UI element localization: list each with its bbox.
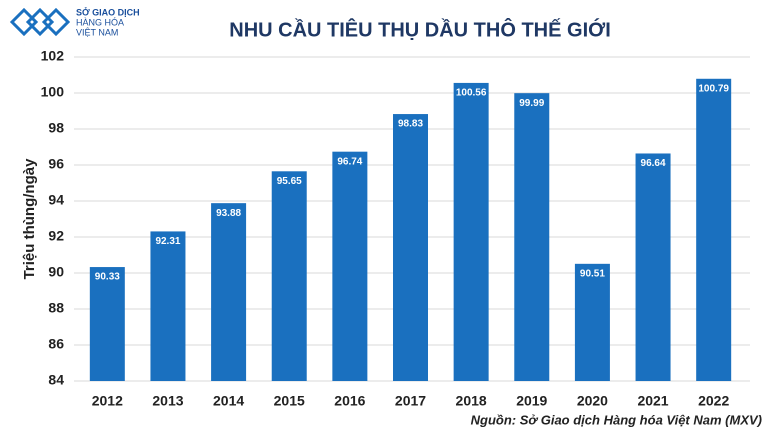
value-label: 92.31 bbox=[155, 236, 180, 247]
logo-icon bbox=[9, 7, 71, 37]
bar bbox=[332, 151, 368, 381]
x-tick-label: 2013 bbox=[152, 393, 183, 409]
y-axis-label: Triệu thùng/ngày bbox=[21, 158, 38, 279]
value-label: 100.56 bbox=[456, 88, 487, 99]
y-tick-label: 90 bbox=[48, 264, 64, 280]
y-tick-label: 98 bbox=[48, 120, 64, 136]
bar bbox=[150, 231, 186, 381]
x-tick-label: 2017 bbox=[395, 393, 426, 409]
x-tick-label: 2015 bbox=[274, 393, 305, 409]
x-tick-label: 2020 bbox=[577, 393, 608, 409]
value-label: 98.83 bbox=[398, 119, 423, 130]
bar bbox=[453, 82, 489, 382]
y-tick-label: 92 bbox=[48, 228, 64, 244]
bar bbox=[514, 93, 550, 382]
value-label: 93.88 bbox=[216, 208, 241, 219]
value-label: 90.33 bbox=[95, 272, 120, 283]
y-tick-label: 86 bbox=[48, 336, 64, 352]
logo-text: VIỆT NAM bbox=[76, 27, 118, 37]
bar bbox=[696, 78, 732, 381]
bar bbox=[89, 267, 125, 381]
x-tick-label: 2021 bbox=[637, 393, 668, 409]
y-tick-label: 96 bbox=[48, 156, 64, 172]
x-tick-label: 2019 bbox=[516, 393, 547, 409]
logo-text: HÀNG HÓA bbox=[76, 17, 124, 27]
chart-title: NHU CẦU TIÊU THỤ DẦU THÔ THẾ GIỚI bbox=[229, 17, 611, 41]
value-label: 96.64 bbox=[641, 158, 666, 169]
value-label: 99.99 bbox=[519, 98, 544, 109]
bar bbox=[211, 203, 247, 381]
x-tick-label: 2018 bbox=[456, 393, 487, 409]
x-tick-label: 2022 bbox=[698, 393, 729, 409]
value-label: 95.65 bbox=[277, 176, 302, 187]
bar bbox=[635, 153, 671, 381]
bar bbox=[393, 114, 428, 381]
y-tick-label: 100 bbox=[41, 84, 65, 100]
bar bbox=[271, 171, 307, 381]
bar bbox=[574, 263, 610, 381]
y-tick-label: 94 bbox=[48, 192, 64, 208]
x-tick-label: 2014 bbox=[213, 393, 244, 409]
logo-text: SỞ GIAO DỊCH bbox=[76, 6, 140, 17]
value-label: 90.51 bbox=[580, 268, 605, 279]
value-label: 100.79 bbox=[698, 83, 729, 94]
value-label: 96.74 bbox=[337, 156, 362, 167]
y-tick-label: 84 bbox=[48, 372, 64, 388]
x-tick-label: 2016 bbox=[334, 393, 365, 409]
source-note: Nguồn: Sở Giao dịch Hàng hóa Việt Nam (M… bbox=[471, 412, 762, 427]
y-tick-label: 88 bbox=[48, 300, 64, 316]
x-tick-label: 2012 bbox=[92, 393, 123, 409]
y-tick-label: 102 bbox=[41, 48, 65, 64]
